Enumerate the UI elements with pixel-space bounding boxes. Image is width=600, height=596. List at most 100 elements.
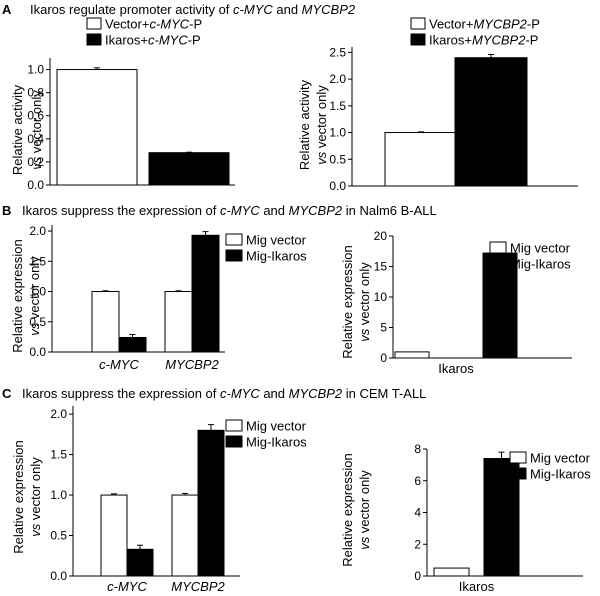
y-tick-label: 0.6 (27, 109, 44, 123)
panel-title-run: and (260, 386, 289, 401)
panel-title-run: and (260, 203, 289, 218)
x-category-label-run: Ikaros (438, 361, 474, 376)
chart-a2: 0.0 0.5 1.0 1.5 2.0 2.5 Relative activity vs ve… (297, 17, 578, 193)
bar (482, 252, 518, 359)
y-axis-label-line2-run: vs (357, 536, 372, 550)
y-axis-label-line2-run: vector only (314, 85, 329, 152)
y-axis-label-line2-run: vector only (357, 470, 372, 537)
y-tick-label: 5 (380, 321, 387, 335)
legend-label: Vector+c-MYC-P (105, 17, 202, 32)
y-axis-label-line2-run: vs (29, 156, 44, 170)
y-tick-label: 0.5 (29, 315, 46, 329)
y-tick-label: 0 (414, 569, 421, 583)
y-axis-label-line2: vs vector only (314, 85, 329, 165)
legend-label: Mig-Ikaros (246, 249, 307, 264)
legend-label: Mig-Ikaros (510, 257, 571, 272)
legend-swatch (410, 17, 426, 30)
y-axis-label: Relative expression (10, 239, 25, 352)
bar (126, 548, 154, 577)
bar (118, 336, 147, 353)
legend-label-run: Ikaros+ (105, 33, 148, 48)
bar (91, 291, 120, 353)
panel-title-run: MYCBP2 (289, 203, 343, 218)
y-tick-label: 0.5 (50, 529, 67, 543)
legend-label: Ikaros+MYCBP2-P (429, 33, 538, 48)
panel-title-run: MYCBP2 (302, 2, 356, 17)
y-tick-label: 1.0 (29, 285, 46, 299)
bar (433, 567, 470, 577)
bar (171, 494, 199, 577)
legend-label: Ikaros+c-MYC-P (105, 33, 201, 48)
bar (56, 69, 138, 186)
legend-swatch (225, 435, 243, 448)
legend-label-run: Vector+ (429, 17, 473, 32)
y-tick-label: 0.0 (329, 179, 346, 193)
legend-label: Vector+MYCBP2-P (429, 17, 540, 32)
y-tick-label: 0.2 (27, 155, 44, 169)
y-tick-label: 6 (414, 474, 421, 488)
y-tick-label: 2.0 (329, 72, 346, 86)
y-axis-label: Relative activity (10, 84, 25, 175)
legend-label-run: c-MYC (148, 33, 188, 48)
legend-label-run: Mig-Ikaros (246, 435, 307, 450)
panel-title-run: c-MYC (233, 2, 273, 17)
y-tick-label: 10 (374, 290, 388, 304)
panel-headers: A Ikaros regulate promoter activity of c-… (2, 2, 437, 401)
legend-label-run: -P (189, 17, 202, 32)
legend-swatch (225, 233, 243, 246)
y-tick-label: 0.8 (27, 86, 44, 100)
y-axis-label-line2-run: vs (314, 151, 329, 165)
legend-swatch (489, 241, 507, 254)
legend-label: Mig vector (510, 241, 571, 256)
panel-letter: A (2, 2, 12, 17)
x-category-label: MYCBP2 (165, 357, 219, 372)
bar (197, 429, 225, 577)
bar (384, 132, 458, 187)
x-category-label: c-MYC (107, 579, 147, 594)
y-tick-label: 1.5 (50, 448, 67, 462)
panel-title-run: in Nalm6 B-ALL (342, 203, 437, 218)
legend-swatch (509, 451, 527, 464)
bar (454, 57, 528, 187)
y-axis-label-line2-run: vector only (357, 262, 372, 329)
legend-swatch (86, 33, 102, 46)
legend-label-run: Mig-Ikaros (530, 467, 591, 482)
y-axis-label: Relative expression (340, 453, 355, 566)
y-tick-label: 1.0 (329, 126, 346, 140)
y-axis-label: Relative activity (297, 79, 312, 170)
y-tick-label: 1.0 (50, 488, 67, 502)
chart-c2: 0 2 4 6 8 Relative expression vs vector only Ik… (340, 442, 591, 594)
bar (148, 152, 230, 186)
panel-title-run: in CEM T-ALL (342, 386, 426, 401)
x-category-label-run: c-MYC (107, 579, 147, 594)
legend-label-run: Mig vector (246, 233, 307, 248)
panel-title-run: MYCBP2 (289, 386, 343, 401)
y-tick-label: 2.5 (329, 45, 346, 59)
legend-label-run: -P (188, 33, 201, 48)
y-axis-label-line2: vs vector only (27, 256, 42, 336)
y-tick-label: 1.5 (329, 99, 346, 113)
legend-label-run: c-MYC (149, 17, 189, 32)
legend-label: Mig-Ikaros (246, 435, 307, 450)
x-category-label-run: MYCBP2 (171, 579, 225, 594)
y-tick-label: 0.4 (27, 132, 44, 146)
legend-swatch (509, 467, 527, 480)
y-axis-label-line2-run: vs (28, 523, 43, 537)
y-axis-label: Relative expression (11, 440, 26, 553)
legend-swatch (86, 17, 102, 30)
panel-letter: B (2, 203, 11, 218)
x-category-label: c-MYC (99, 357, 139, 372)
y-tick-label: 0.0 (50, 569, 67, 583)
y-axis-label-line2-run: vs (27, 322, 42, 336)
legend-label-run: MYCBP2 (472, 33, 526, 48)
y-axis-label-line2-run: vector only (29, 90, 44, 157)
panel-title-run: c-MYC (220, 203, 260, 218)
x-category-label: Ikaros (438, 361, 474, 376)
panel-title-run: c-MYC (220, 386, 260, 401)
legend-label-run: -P (527, 17, 540, 32)
y-axis-label-line2: vs vector only (29, 90, 44, 170)
y-axis-label-line2-run: vs (357, 328, 372, 342)
y-tick-label: 4 (414, 506, 421, 520)
y-tick-label: 0.0 (29, 345, 46, 359)
